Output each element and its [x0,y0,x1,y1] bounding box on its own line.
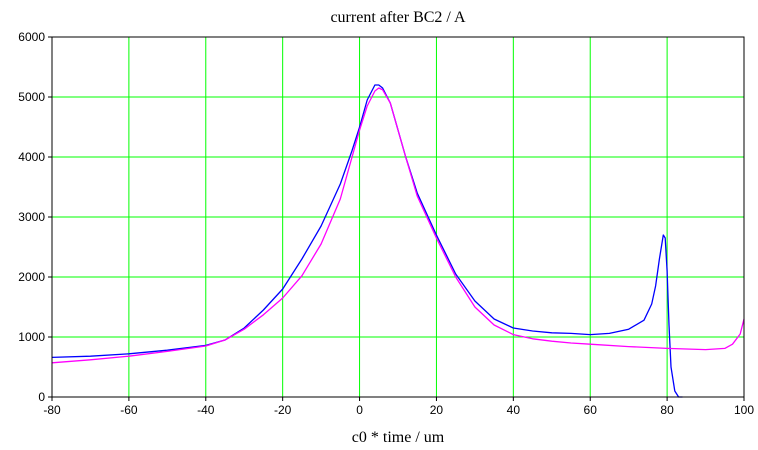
y-tick-label: 4000 [18,150,45,164]
x-tick-label: 60 [584,403,598,417]
x-tick-label: 40 [507,403,521,417]
y-tick-label: 1000 [18,330,45,344]
x-tick-label: -40 [197,403,215,417]
x-tick-label: 0 [356,403,363,417]
tick-labels: -80 -60 -40 -20 0 20 40 60 80 1000100020003000400… [18,30,754,417]
x-tick-label: -60 [120,403,138,417]
x-axis-label: c0 * time / um [352,429,445,446]
x-tick-label: 100 [734,403,754,417]
x-tick-label: 80 [660,403,674,417]
y-tick-label: 2000 [18,270,45,284]
chart-title: current after BC2 / A [330,9,466,26]
series-line-2 [51,87,745,364]
y-tick-label: 0 [38,390,45,404]
y-tick-label: 5000 [18,90,45,104]
x-tick-label: -20 [274,403,292,417]
series-group [51,84,745,398]
x-tick-label: -80 [43,403,61,417]
y-tick-label: 3000 [18,210,45,224]
x-tick-label: 20 [430,403,444,417]
grid [51,36,745,398]
series-line-1 [51,84,683,398]
y-tick-label: 6000 [18,30,45,44]
